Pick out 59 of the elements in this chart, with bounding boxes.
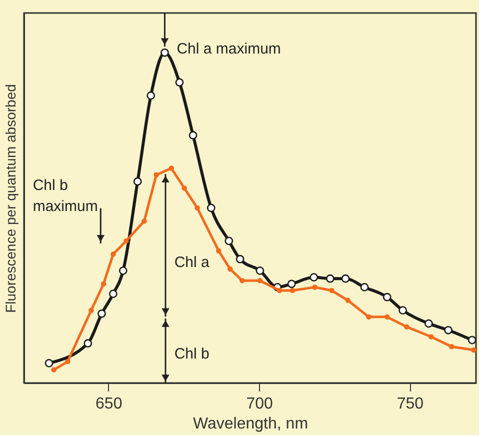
- annotation: Chl a: [174, 254, 210, 271]
- point: [424, 319, 433, 328]
- x-tick-label: 750: [396, 396, 424, 412]
- point: [224, 236, 234, 246]
- point: [98, 309, 106, 318]
- point: [188, 131, 198, 140]
- point: [118, 266, 128, 275]
- point: [227, 266, 233, 272]
- point: [216, 248, 222, 254]
- point: [428, 334, 434, 340]
- point: [287, 280, 296, 288]
- point: [276, 288, 282, 294]
- point: [290, 288, 296, 294]
- point: [240, 278, 245, 284]
- x-tick-label: 700: [246, 396, 273, 412]
- point: [160, 48, 169, 57]
- point: [470, 347, 476, 353]
- point: [206, 204, 216, 212]
- point: [168, 166, 174, 171]
- point: [257, 278, 263, 284]
- annotation: Chl b maximum: [32, 176, 98, 215]
- point: [329, 288, 334, 294]
- annotation: Chl b: [174, 346, 210, 363]
- annotation: Chl a maximum: [176, 40, 281, 58]
- point: [444, 326, 452, 334]
- point: [100, 281, 106, 287]
- point: [341, 274, 350, 283]
- point: [382, 292, 392, 302]
- point: [146, 91, 156, 100]
- point: [124, 238, 129, 244]
- point: [310, 273, 318, 282]
- point: [312, 284, 318, 290]
- point: [182, 185, 187, 191]
- point: [65, 358, 70, 364]
- point: [468, 336, 476, 344]
- point: [51, 367, 56, 372]
- point: [384, 314, 390, 320]
- point: [110, 252, 116, 257]
- point: [109, 290, 118, 298]
- point: [345, 298, 351, 304]
- point: [84, 339, 92, 348]
- point: [44, 359, 54, 368]
- x-axis-title: Wavelength, nm: [192, 416, 308, 432]
- point: [256, 266, 264, 275]
- point: [404, 324, 410, 330]
- point: [366, 314, 372, 320]
- point: [154, 172, 159, 178]
- point: [133, 177, 142, 186]
- point: [88, 308, 94, 313]
- point: [236, 254, 244, 264]
- y-axis-title: Fluorescence per quantum absorbed: [2, 84, 18, 313]
- point: [398, 306, 407, 314]
- point: [142, 218, 147, 224]
- point: [448, 344, 454, 350]
- point: [326, 274, 334, 283]
- point: [194, 205, 200, 211]
- point: [175, 78, 184, 87]
- x-tick-label: 650: [96, 396, 122, 412]
- point: [360, 283, 369, 292]
